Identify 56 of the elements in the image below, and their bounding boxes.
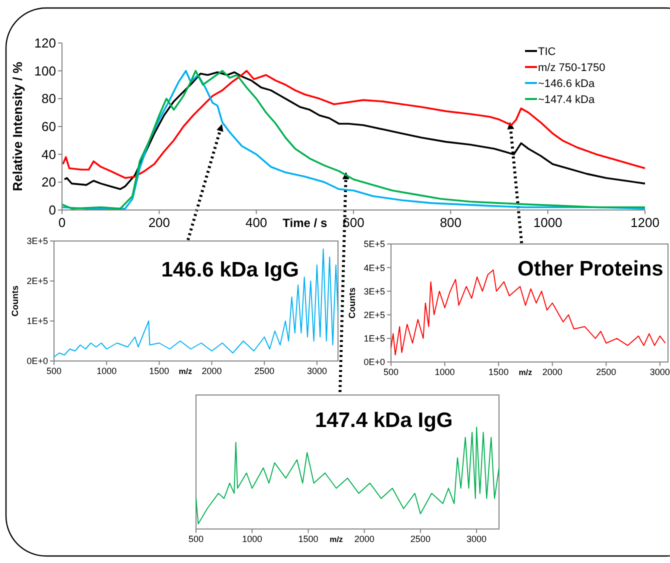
y-tick-label: 3E+5 bbox=[26, 236, 48, 246]
x-tick-label: 3000 bbox=[306, 366, 327, 376]
y-axis-title: Counts bbox=[347, 288, 357, 318]
x-tick-label: 1000 bbox=[242, 534, 262, 544]
y-tick-label: 2E+5 bbox=[26, 276, 48, 286]
y-tick-label: 40 bbox=[42, 146, 56, 162]
x-tick-label: 1500 bbox=[488, 367, 509, 377]
y-axis-title: Relative Intensity / % bbox=[10, 61, 25, 192]
x-tick-label: 2000 bbox=[542, 367, 562, 377]
x-axis-title: m/z bbox=[178, 367, 192, 376]
y-tick-label: 0E+0 bbox=[364, 357, 385, 368]
legend-label: m/z 750-1750 bbox=[538, 62, 606, 74]
x-tick-label: 2000 bbox=[354, 534, 374, 544]
y-tick-label: 20 bbox=[42, 174, 56, 190]
x-tick-label: 3000 bbox=[466, 534, 487, 544]
legend-label: TIC bbox=[538, 46, 556, 58]
x-tick-label: 2500 bbox=[254, 366, 274, 376]
legend-label: ~146.6 kDa bbox=[538, 78, 596, 90]
text: Other Proteins bbox=[518, 258, 664, 281]
y-tick-label: 120 bbox=[34, 36, 56, 51]
x-tick-label: 400 bbox=[245, 215, 268, 230]
y-axis-title: Counts bbox=[10, 286, 20, 316]
y-tick-label: 1E+5 bbox=[364, 334, 385, 344]
y-tick-label: 4E+5 bbox=[364, 262, 385, 273]
line-series bbox=[54, 248, 338, 358]
x-tick-label: 1500 bbox=[149, 366, 170, 376]
x-tick-label: 800 bbox=[440, 215, 462, 230]
y-tick-label: 80 bbox=[42, 91, 56, 106]
x-axis-title: m/z bbox=[330, 535, 343, 544]
y-tick-label: 0E+0 bbox=[26, 356, 48, 366]
text: 146.6 kDa IgG bbox=[161, 258, 299, 282]
y-tick-label: 0 bbox=[48, 202, 56, 218]
x-axis-title: m/z bbox=[518, 368, 532, 377]
y-tick-label: 100 bbox=[34, 63, 56, 78]
y-tick-label: 2E+5 bbox=[364, 310, 385, 320]
x-tick-label: 2000 bbox=[202, 366, 222, 376]
x-tick-label: 500 bbox=[188, 534, 204, 544]
y-tick-label: 5E+5 bbox=[364, 239, 385, 250]
x-tick-label: 3000 bbox=[650, 367, 670, 377]
x-tick-label: 500 bbox=[383, 367, 399, 377]
x-tick-label: 1000 bbox=[96, 366, 117, 376]
x-tick-label: 1000 bbox=[434, 367, 455, 377]
x-tick-label: 500 bbox=[46, 366, 62, 376]
x-tick-label: 2500 bbox=[596, 367, 616, 377]
x-tick-label: 200 bbox=[148, 215, 170, 230]
y-tick-label: 3E+5 bbox=[364, 286, 385, 296]
chart-title: 147.4 kDa IgG bbox=[314, 409, 453, 432]
x-tick-label: 2500 bbox=[410, 534, 430, 544]
x-tick-label: 1500 bbox=[298, 534, 318, 544]
legend-label: ~147.4 kDa bbox=[538, 94, 596, 106]
x-tick-label: 0 bbox=[58, 215, 66, 230]
x-axis-title: Time / s bbox=[282, 216, 328, 230]
y-tick-label: 1E+5 bbox=[26, 316, 48, 326]
x-tick-label: 1200 bbox=[630, 215, 660, 230]
x-tick-label: 1000 bbox=[533, 215, 562, 230]
y-tick-label: 60 bbox=[42, 119, 56, 134]
